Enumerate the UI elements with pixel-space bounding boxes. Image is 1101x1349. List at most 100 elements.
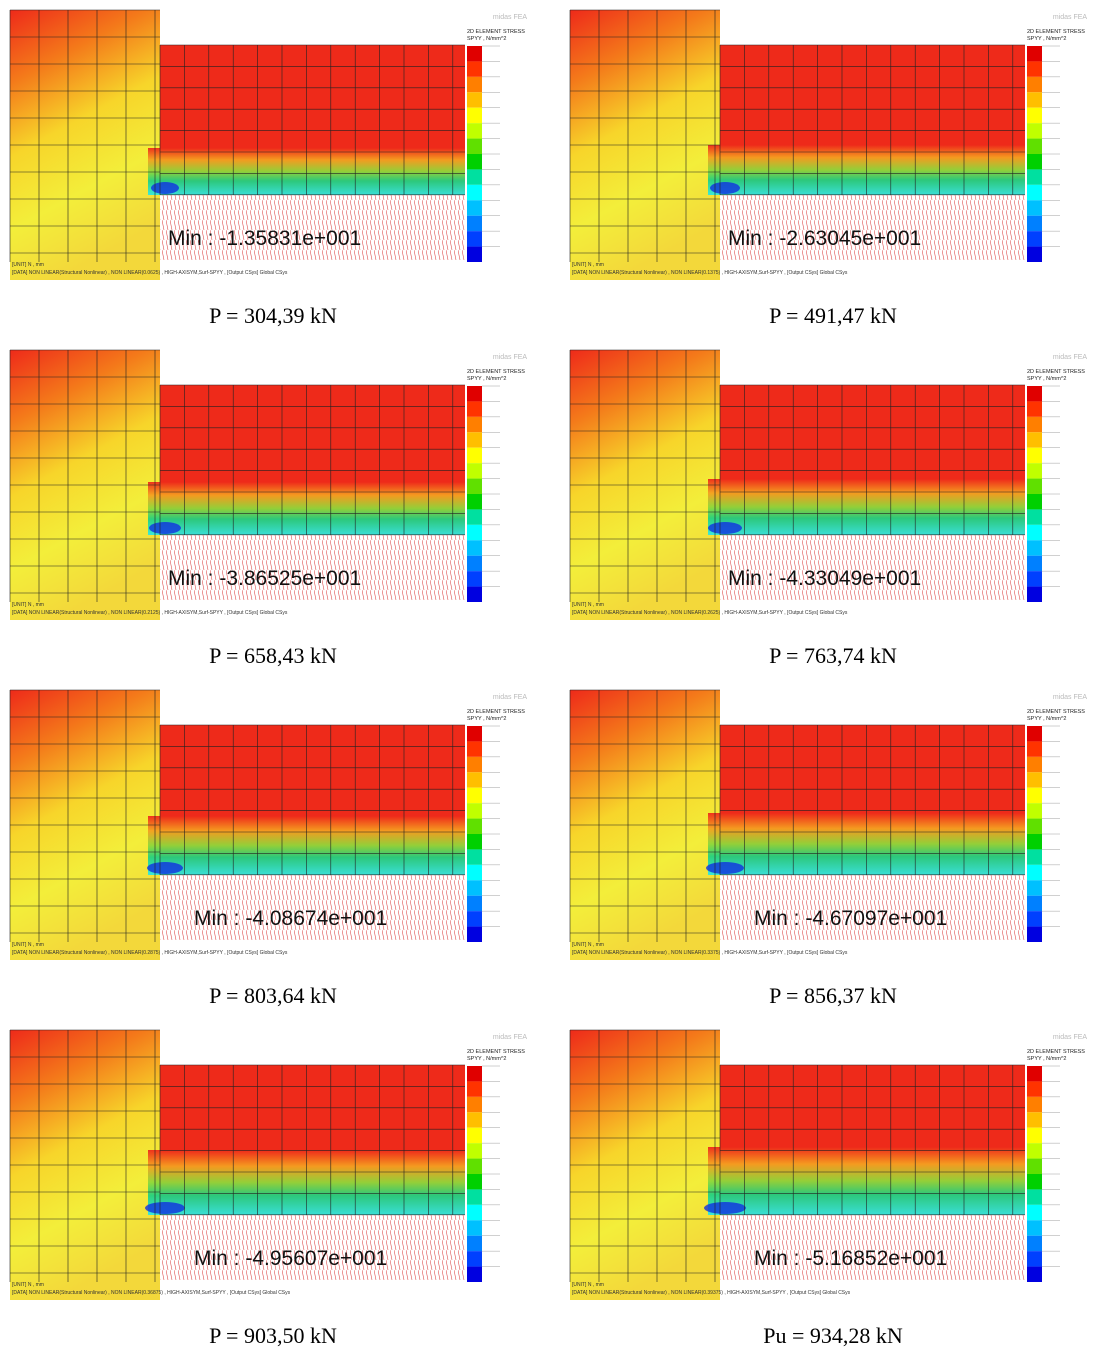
status-line: [DATA] NON LINEAR(Structural Nonlinear) …: [572, 950, 848, 956]
status-line: [DATA] NON LINEAR(Structural Nonlinear) …: [12, 1290, 291, 1296]
legend-swatch: [1027, 478, 1042, 494]
caption: P = 658,43 kN: [209, 643, 337, 668]
legend-title: 2D ELEMENT STRESS: [1027, 1049, 1085, 1055]
legend-swatch: [1027, 787, 1042, 804]
legend-swatch: [1027, 849, 1042, 865]
min-label: Min : -3.86525e+001: [168, 567, 361, 590]
legend-subtitle: SPYY , N/mm^2: [1027, 1056, 1066, 1062]
legend-swatch: [467, 524, 482, 541]
legend-title: 2D ELEMENT STRESS: [467, 29, 525, 35]
legend-swatch: [467, 756, 482, 773]
stress-peak: [704, 1202, 746, 1214]
legend-swatch: [1027, 926, 1042, 942]
legend-swatch: [1027, 46, 1042, 62]
caption: P = 903,50 kN: [209, 1323, 337, 1348]
legend-swatch: [1027, 154, 1042, 170]
legend-swatch: [467, 911, 482, 927]
legend-title: 2D ELEMENT STRESS: [1027, 369, 1085, 375]
legend-swatch: [467, 586, 482, 602]
legend-swatch: [467, 1143, 482, 1159]
legend-swatch: [1027, 200, 1042, 216]
legend-swatch: [467, 1096, 482, 1113]
hatch-region: [160, 875, 465, 940]
legend-swatch: [467, 92, 482, 108]
legend-swatch: [467, 138, 482, 154]
legend-swatch: [1027, 726, 1042, 742]
legend-swatch: [1027, 1220, 1042, 1236]
hatch-region: [160, 195, 465, 260]
legend-swatch: [467, 1066, 482, 1082]
legend-logo: midas FEA: [493, 1034, 528, 1041]
legend-swatch: [467, 215, 482, 232]
caption: P = 856,37 kN: [769, 983, 897, 1008]
legend-logo: midas FEA: [1053, 14, 1088, 21]
legend-swatch: [1027, 231, 1042, 247]
legend-swatch: [467, 1127, 482, 1144]
legend-swatch: [467, 726, 482, 742]
legend-swatch: [467, 76, 482, 93]
hatch-region: [720, 535, 1025, 600]
legend-swatch: [1027, 1251, 1042, 1267]
legend-swatch: [467, 494, 482, 510]
caption: P = 304,39 kN: [209, 303, 337, 328]
legend-swatch: [1027, 911, 1042, 927]
legend-swatch: [467, 849, 482, 865]
legend-swatch: [467, 540, 482, 556]
min-label: Min : -4.33049e+001: [728, 567, 921, 590]
stress-peak: [147, 862, 183, 874]
legend-swatch: [467, 741, 482, 757]
legend-swatch: [1027, 107, 1042, 124]
legend-swatch: [1027, 184, 1042, 201]
legend-title: 2D ELEMENT STRESS: [1027, 709, 1085, 715]
legend-swatch: [1027, 416, 1042, 433]
legend-swatch: [467, 1158, 482, 1174]
legend-swatch: [1027, 1189, 1042, 1205]
unit-label: [UNIT] N , mm: [572, 1282, 604, 1288]
legend-swatch: [1027, 524, 1042, 541]
legend-swatch: [1027, 1266, 1042, 1282]
legend-swatch: [467, 1266, 482, 1282]
legend-swatch: [1027, 586, 1042, 602]
legend-swatch: [1027, 1158, 1042, 1174]
legend-subtitle: SPYY , N/mm^2: [1027, 716, 1066, 722]
legend-swatch: [1027, 571, 1042, 587]
legend-swatch: [467, 571, 482, 587]
legend-title: 2D ELEMENT STRESS: [1027, 29, 1085, 35]
min-label: Min : -4.08674e+001: [194, 907, 387, 930]
legend-swatch: [1027, 92, 1042, 108]
legend-swatch: [467, 432, 482, 448]
legend-subtitle: SPYY , N/mm^2: [467, 716, 506, 722]
legend-swatch: [467, 447, 482, 464]
legend-swatch: [467, 123, 482, 139]
min-label: Min : -4.67097e+001: [754, 907, 947, 930]
legend-swatch: [467, 1189, 482, 1205]
legend-swatch: [1027, 555, 1042, 572]
legend-swatch: [1027, 895, 1042, 912]
legend-swatch: [1027, 1174, 1042, 1190]
legend-subtitle: SPYY , N/mm^2: [467, 376, 506, 382]
legend-logo: midas FEA: [1053, 1034, 1088, 1041]
stress-peak: [710, 182, 740, 194]
legend-swatch: [1027, 509, 1042, 525]
legend-swatch: [467, 46, 482, 62]
legend-swatch: [1027, 215, 1042, 232]
status-line: [DATA] NON LINEAR(Structural Nonlinear) …: [572, 270, 848, 276]
unit-label: [UNIT] N , mm: [572, 942, 604, 948]
legend-swatch: [467, 834, 482, 850]
legend-swatch: [1027, 1143, 1042, 1159]
legend-swatch: [1027, 386, 1042, 402]
hatch-region: [160, 535, 465, 600]
hatch-region: [160, 1215, 465, 1280]
legend-swatch: [467, 169, 482, 185]
legend-swatch: [1027, 1096, 1042, 1113]
legend-logo: midas FEA: [1053, 354, 1088, 361]
legend-swatch: [467, 154, 482, 170]
legend-swatch: [1027, 818, 1042, 834]
legend-swatch: [467, 401, 482, 417]
legend-swatch: [1027, 1204, 1042, 1221]
legend-swatch: [467, 772, 482, 788]
